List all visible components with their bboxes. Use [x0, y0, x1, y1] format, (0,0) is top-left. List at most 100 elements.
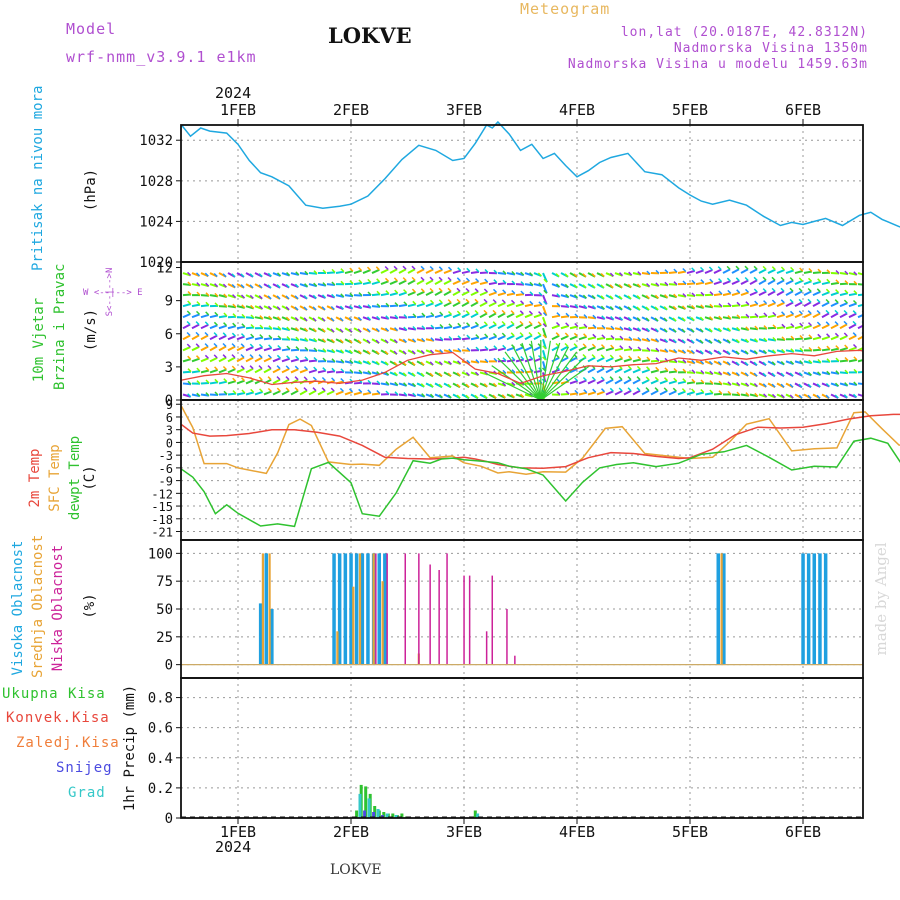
wind-barb-flag [753, 276, 758, 281]
wind-barb [416, 290, 425, 297]
wind-barb [272, 347, 282, 352]
wind-barb [605, 337, 615, 341]
station-title: LOKVE [328, 23, 412, 48]
wind-barb-flag [331, 268, 336, 273]
wind-barb-flag [421, 337, 426, 342]
wind-barb-flag [798, 310, 803, 315]
wind-barb [236, 345, 245, 352]
bottom-day-label: 4FEB [559, 823, 595, 841]
wind-barb-flag [339, 305, 344, 310]
wind-barb-flag [771, 361, 776, 366]
wind-barb-flag [321, 306, 326, 311]
wind-barb-flag [421, 325, 426, 330]
wind-barb-flag [366, 328, 371, 333]
wind-barb-flag [564, 332, 569, 337]
wind-barb-flag [565, 303, 570, 308]
wind-barb-flag [411, 276, 416, 281]
wind-barb [524, 283, 534, 287]
wind-barb [425, 338, 435, 342]
precip-bar [363, 810, 367, 818]
wind-barb [605, 327, 615, 331]
wind-barb-flag [753, 382, 758, 388]
wind-barb [785, 301, 794, 308]
wind-barb [677, 380, 687, 385]
wind-barb-flag [690, 328, 695, 333]
wind-barb [209, 334, 218, 341]
wind-barb [326, 370, 336, 374]
wind-barb-flag [285, 387, 290, 392]
wind-barb [497, 347, 506, 352]
wind-barb-flag [736, 326, 741, 331]
wind-barb-flag [583, 304, 588, 309]
wind-barb [686, 294, 696, 297]
wind-barb-flag [542, 334, 547, 339]
wind-barb [794, 270, 803, 275]
wind-barb-flag [394, 327, 399, 332]
wind-barb-flag [330, 338, 335, 343]
wind-barb-flag [520, 290, 525, 295]
wind-barb [470, 280, 479, 286]
wind-barb [839, 292, 849, 297]
wind-barb [677, 360, 687, 364]
wind-barb-flag [826, 345, 831, 350]
wind-barb-flag [543, 289, 548, 294]
wind-barb-flag [258, 354, 263, 359]
wind-barb-flag [654, 376, 659, 381]
wind-barb [200, 345, 209, 352]
wind-barb-flag [591, 376, 596, 381]
wind-barb-flag [555, 321, 561, 327]
wind-barb-flag [835, 345, 840, 350]
wind-barb-flag [754, 392, 759, 397]
precip-bar [372, 812, 376, 818]
wind-barb-flag [672, 317, 677, 322]
wind-speed-line [181, 349, 863, 386]
wind-barb-flag [313, 270, 318, 275]
wind-barb-flag [762, 372, 767, 377]
wind-barb-flag [529, 281, 534, 286]
wind-barb-flag [646, 337, 651, 342]
wind-barb-flag [456, 287, 461, 292]
wind-barb [488, 335, 497, 341]
wind-barb [569, 305, 579, 309]
wind-barb [830, 335, 839, 341]
wind-barb-flag [439, 311, 444, 316]
wind-barb [218, 380, 228, 385]
wind-barb-flag [492, 321, 497, 326]
wind-barb-flag [745, 382, 750, 387]
wind-barb-flag [807, 310, 812, 315]
wind-barb-flag [726, 339, 731, 344]
precip-label-frozen: Zaledj.Kisa [16, 735, 120, 751]
wind-barb-flag [543, 300, 548, 305]
wind-barb-flag [618, 316, 624, 321]
wind-barb [236, 356, 245, 363]
wind-barb [812, 280, 821, 286]
wind-barb-flag [222, 332, 227, 337]
wind-barb [578, 326, 588, 330]
wind-barb [497, 312, 506, 319]
wind-barb-flag [817, 268, 822, 273]
wind-barb-flag [744, 265, 749, 270]
wind-barb-flag [591, 294, 596, 300]
wind-barb-flag [555, 283, 561, 288]
wind-barb [290, 338, 300, 342]
wind-barb-flag [781, 336, 786, 341]
wind-barb [308, 369, 317, 374]
wind-barb-flag [276, 284, 281, 289]
wind-barb-flag [348, 339, 353, 344]
wind-barb [650, 369, 659, 374]
wind-barb-flag [294, 365, 299, 370]
wind-barb-flag [789, 287, 794, 292]
wind-barb [596, 356, 605, 363]
wind-barb [812, 360, 822, 364]
wind-barb-flag [718, 390, 723, 395]
model-name: wrf-nmm_v3.9.1 e1km [66, 48, 257, 66]
wind-barb [587, 391, 596, 396]
wind-barb-flag [844, 289, 849, 294]
cloud-bar [270, 609, 274, 665]
wind-barb-flag [717, 361, 722, 366]
cloud-bar [404, 553, 406, 665]
wind-barb [623, 348, 633, 352]
wind-barb-flag [673, 268, 678, 273]
wind-barb-flag [502, 357, 507, 362]
wind-barb [506, 323, 515, 330]
